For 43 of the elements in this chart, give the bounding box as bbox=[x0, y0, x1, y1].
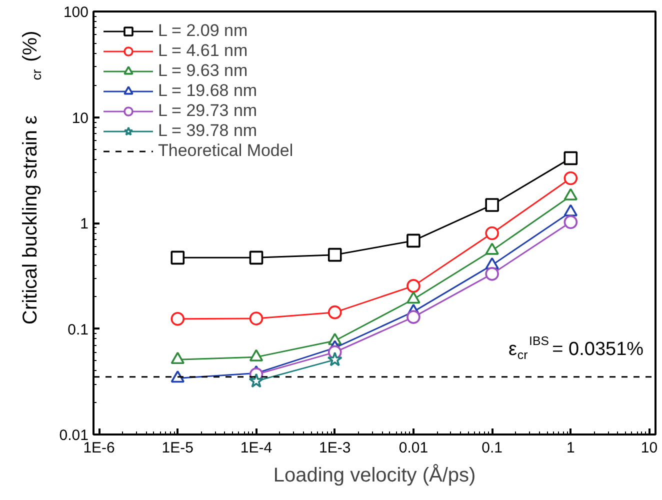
legend-label: L = 29.73 nm bbox=[158, 101, 258, 121]
y-tick-label: 1 bbox=[80, 216, 88, 232]
point bbox=[485, 242, 499, 255]
y-tick-label: 0.1 bbox=[68, 321, 89, 338]
point bbox=[564, 151, 578, 166]
point bbox=[170, 352, 185, 364]
legend-label: L = 2.09 nm bbox=[158, 21, 248, 41]
legend-label: Theoretical Model bbox=[158, 141, 294, 161]
legend-label: L = 9.63 nm bbox=[158, 61, 248, 81]
point bbox=[249, 250, 264, 265]
point bbox=[485, 267, 499, 281]
x-tick-label: 1 bbox=[566, 440, 575, 456]
x-tick-label: 1E-6 bbox=[83, 440, 115, 456]
x-axis-title: Loading velocity (Å/ps) bbox=[273, 464, 476, 486]
x-tick-label: 0.1 bbox=[482, 440, 502, 456]
point bbox=[328, 305, 342, 320]
point bbox=[249, 349, 264, 362]
y-tick-label: 10 bbox=[72, 110, 89, 127]
legend-label: L = 19.68 nm bbox=[158, 81, 258, 101]
legend-label: L = 39.78 nm bbox=[158, 121, 258, 141]
point bbox=[485, 198, 499, 212]
point bbox=[328, 248, 342, 262]
x-tick-label: 10 bbox=[640, 440, 658, 456]
point bbox=[406, 279, 420, 293]
point bbox=[248, 373, 264, 388]
x-tick-label: 1E-4 bbox=[240, 440, 272, 456]
point bbox=[406, 234, 420, 248]
x-tick-label: 0.01 bbox=[398, 440, 428, 456]
legend-label: L = 4.61 nm bbox=[158, 41, 248, 61]
point bbox=[170, 250, 185, 265]
text: Critical buckling strain εcr (%) bbox=[20, 30, 44, 324]
point bbox=[406, 310, 420, 324]
point bbox=[170, 370, 185, 383]
y-tick-label: 100 bbox=[63, 4, 89, 21]
point bbox=[249, 312, 264, 326]
point bbox=[327, 352, 342, 366]
x-tick-label: 1E-5 bbox=[162, 440, 194, 456]
point bbox=[406, 291, 420, 304]
x-tick-label: 1E-3 bbox=[319, 440, 351, 456]
point bbox=[170, 312, 185, 326]
point bbox=[564, 215, 578, 229]
point bbox=[564, 171, 578, 186]
point bbox=[485, 226, 499, 240]
